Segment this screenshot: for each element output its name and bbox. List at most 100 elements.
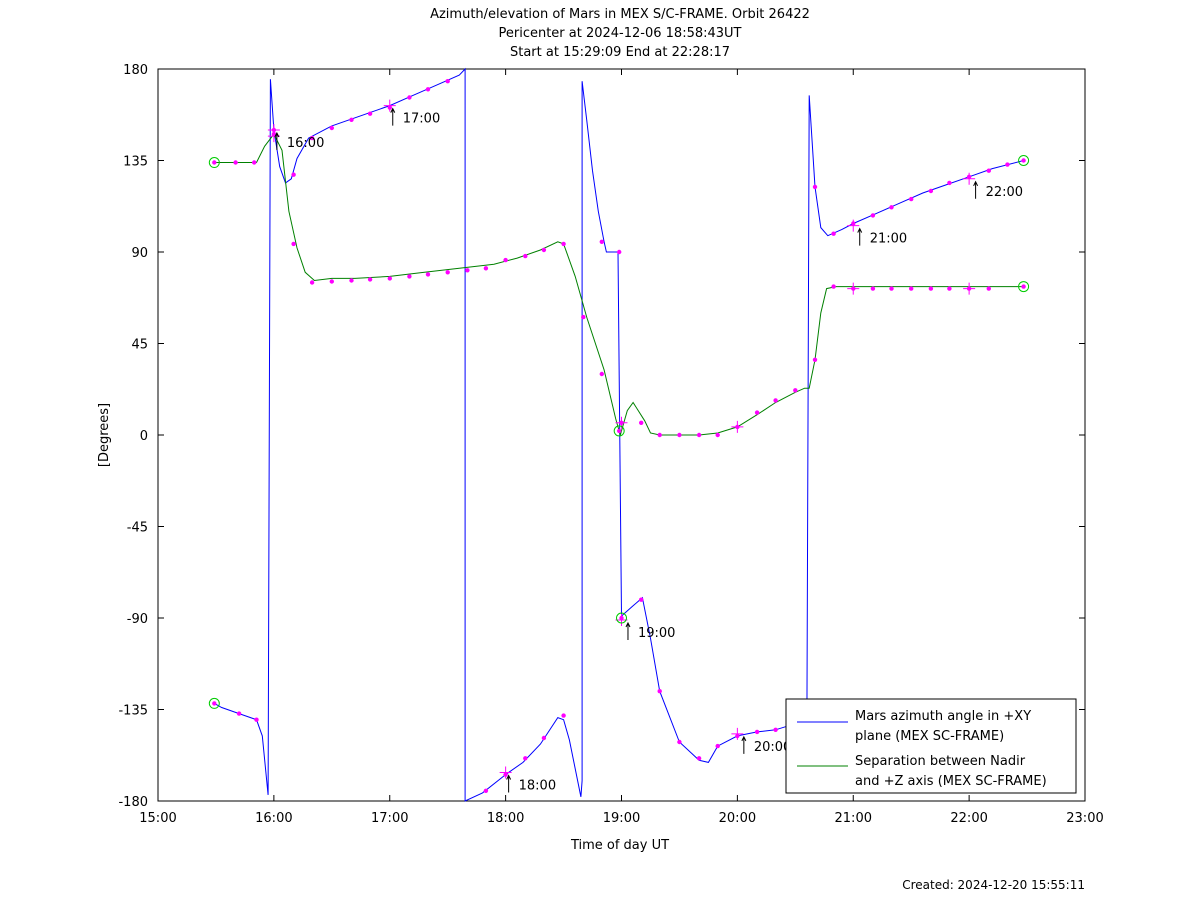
azimuth-marker (407, 95, 412, 100)
y-tick-label: -135 (118, 704, 148, 719)
separation-marker (291, 241, 296, 247)
hour-annotation-label: 21:00 (870, 232, 907, 247)
azimuth-marker (909, 196, 914, 202)
y-tick-label: -45 (127, 521, 148, 536)
azimuth-marker (236, 711, 242, 716)
y-tick-label: 135 (123, 155, 148, 170)
y-tick-label: -90 (127, 612, 148, 627)
azimuth-marker (367, 111, 373, 116)
y-tick-label: 0 (140, 429, 148, 444)
annotation-arrow (857, 227, 863, 246)
separation-marker (986, 286, 991, 291)
legend-label-separation-line2: and +Z axis (MEX SC-FRAME) (855, 774, 1047, 789)
y-tick-label: 180 (123, 63, 148, 78)
separation-marker (639, 420, 644, 425)
hour-annotation-label: 17:00 (403, 112, 440, 127)
x-tick-label: 22:00 (950, 811, 987, 826)
azimuth-marker (617, 249, 622, 255)
x-tick-label: 19:00 (603, 811, 640, 826)
x-tick-label: 21:00 (835, 811, 872, 826)
legend-label-azimuth-line2: plane (MEX SC-FRAME) (855, 729, 1004, 744)
separation-marker (870, 286, 876, 291)
azimuth-marker (349, 117, 354, 123)
separation-marker (617, 428, 622, 434)
azimuth-marker (754, 729, 760, 735)
azimuth-marker (309, 135, 315, 141)
azimuth-marker (523, 756, 528, 761)
x-tick-label: 20:00 (719, 811, 756, 826)
chart-subtitle-start-end: Start at 15:29:09 End at 22:28:17 (510, 45, 730, 60)
legend: Mars azimuth angle in +XY plane (MEX SC-… (785, 698, 1077, 794)
x-tick-label: 18:00 (487, 811, 524, 826)
endpoint-circle-marker (208, 157, 220, 169)
azimuth-marker (812, 184, 818, 190)
azimuth-marker (561, 713, 566, 718)
azimuth-marker (1021, 158, 1026, 163)
separation-marker (773, 398, 778, 403)
azimuth-marker (773, 727, 778, 732)
legend-label-azimuth-line1: Mars azimuth angle in +XY (855, 709, 1031, 724)
y-tick-label: 45 (131, 338, 148, 353)
separation-marker (657, 432, 662, 438)
hour-annotation-label: 22:00 (986, 185, 1023, 200)
separation-marker (581, 314, 586, 320)
series-line-azimuth (214, 67, 1024, 802)
hour-cross-marker (847, 282, 860, 295)
azimuth-marker (425, 87, 431, 92)
separation-marker (1021, 284, 1026, 289)
annotation-arrow (390, 107, 396, 126)
separation-marker (793, 388, 798, 393)
hour-cross-marker (499, 766, 512, 779)
hour-annotation-label: 16:00 (287, 136, 324, 151)
azimuth-marker (254, 717, 259, 722)
x-tick-label: 16:00 (255, 811, 292, 826)
chart-subtitle-pericenter: Pericenter at 2024-12-06 18:58:43UT (498, 26, 741, 41)
azimuth-marker (483, 788, 489, 793)
separation-marker (252, 160, 257, 165)
hour-annotation-label: 20:00 (754, 740, 791, 755)
azimuth-marker (889, 205, 894, 210)
separation-marker (599, 371, 604, 377)
hour-cross-marker (847, 219, 860, 232)
created-timestamp: Created: 2024-12-20 15:55:11 (902, 878, 1085, 892)
series-line-separation (214, 133, 1024, 437)
chart-title: Azimuth/elevation of Mars in MEX S/C-FRA… (430, 7, 810, 22)
x-tick-label: 15:00 (139, 811, 176, 826)
separation-marker (561, 241, 566, 247)
separation-marker (503, 257, 508, 263)
separation-marker (309, 280, 315, 285)
azimuth-marker (541, 735, 547, 741)
hour-cross-marker (731, 727, 744, 740)
separation-marker (754, 410, 760, 415)
azimuth-marker (677, 739, 682, 745)
hour-cross-marker (963, 172, 976, 185)
endpoint-circle-marker (1018, 155, 1030, 166)
legend-label-separation-line1: Separation between Nadir (855, 754, 1026, 769)
separation-marker (233, 160, 238, 165)
annotation-arrow (625, 621, 631, 641)
y-tick-label: -180 (118, 795, 148, 810)
azimuth-marker (599, 239, 604, 244)
annotation-arrow (274, 131, 280, 150)
separation-marker (349, 278, 354, 283)
hour-cross-marker (731, 420, 744, 433)
hour-cross-marker (963, 282, 976, 295)
separation-marker (523, 253, 528, 259)
separation-marker (889, 286, 894, 291)
separation-marker (541, 247, 547, 253)
endpoint-circle-marker (613, 425, 625, 437)
azimuth-marker (986, 168, 991, 173)
x-tick-label: 17:00 (371, 811, 408, 826)
x-tick-label: 23:00 (1066, 811, 1103, 826)
separation-marker (407, 274, 412, 279)
hour-annotation-label: 18:00 (519, 779, 556, 794)
endpoint-circle-marker (208, 697, 220, 709)
separation-marker (677, 432, 682, 438)
annotation-arrow (741, 735, 747, 754)
separation-marker (445, 270, 450, 275)
endpoint-circle-marker (1018, 281, 1030, 293)
annotation-arrow (506, 774, 512, 793)
azimuth-marker (928, 188, 934, 194)
separation-marker (812, 357, 818, 362)
endpoint-circle-marker (616, 612, 627, 624)
